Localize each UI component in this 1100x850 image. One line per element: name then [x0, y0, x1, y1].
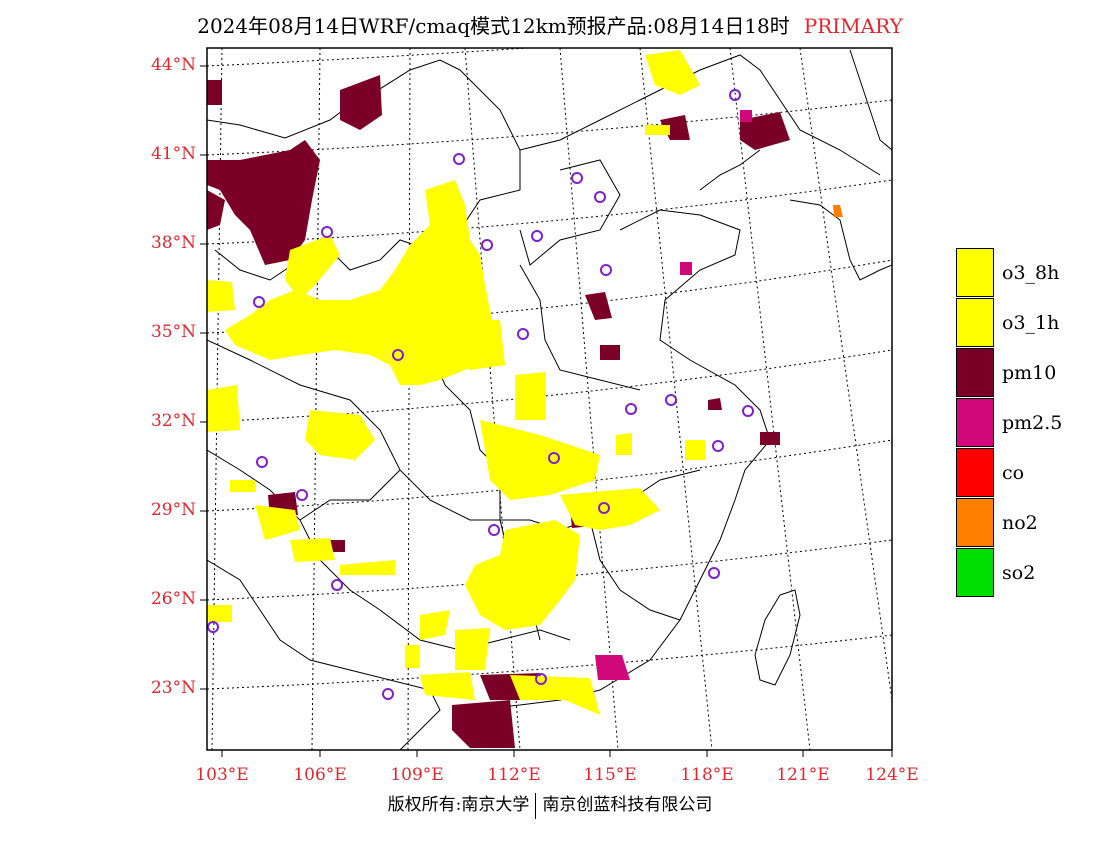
legend-swatch-pm10	[956, 348, 994, 397]
legend-item-o3-1h: o3_1h	[956, 298, 1086, 348]
footer-right: 南京创蓝科技有限公司	[542, 795, 713, 815]
lon-label-112e: 112°E	[487, 765, 541, 785]
legend-swatch-o3-1h	[956, 298, 994, 347]
legend-label-pm25: pm2.5	[1002, 412, 1063, 434]
lon-label-118e: 118°E	[680, 765, 734, 785]
lat-label-32n: 32°N	[150, 411, 196, 431]
legend-label-co: co	[1002, 462, 1025, 484]
footer-left: 版权所有:南京大学	[387, 795, 530, 815]
legend-swatch-o3-8h	[956, 248, 994, 297]
map-title: 2024年08月14日WRF/cmaq模式12km预报产品:08月14日18时 P…	[0, 10, 1100, 39]
lat-label-26n: 26°N	[150, 589, 196, 609]
legend-label-pm10: pm10	[1002, 362, 1057, 384]
station-markers	[207, 89, 754, 700]
legend-item-no2: no2	[956, 498, 1086, 548]
legend-swatch-so2	[956, 548, 994, 597]
legend-swatch-co	[956, 448, 994, 497]
o3-regions	[207, 50, 705, 715]
lat-label-41n: 41°N	[150, 144, 196, 164]
footer-credit: 版权所有:南京大学 南京创蓝科技有限公司	[0, 790, 1100, 819]
lon-label-124e: 124°E	[865, 765, 919, 785]
lon-label-103e: 103°E	[195, 765, 249, 785]
legend-item-pm25: pm2.5	[956, 398, 1086, 448]
footer-divider	[535, 792, 537, 819]
graticule	[207, 48, 892, 750]
map-frame	[206, 47, 893, 751]
legend-item-o3-8h: o3_8h	[956, 248, 1086, 298]
legend-label-no2: no2	[1002, 512, 1038, 534]
lat-label-29n: 29°N	[150, 500, 196, 520]
legend-item-so2: so2	[956, 548, 1086, 598]
legend-swatch-no2	[956, 498, 994, 547]
no2-regions	[833, 205, 843, 217]
title-tag: PRIMARY	[803, 14, 903, 38]
title-main: 2024年08月14日WRF/cmaq模式12km预报产品:08月14日18时	[197, 14, 790, 38]
legend-item-pm10: pm10	[956, 348, 1086, 398]
pm25-regions	[595, 110, 752, 680]
legend-label-o3-8h: o3_8h	[1002, 262, 1060, 284]
lat-label-44n: 44°N	[150, 55, 196, 75]
legend-swatch-pm25	[956, 398, 994, 447]
lat-label-23n: 23°N	[150, 678, 196, 698]
lon-label-106e: 106°E	[293, 765, 347, 785]
lon-label-109e: 109°E	[390, 765, 444, 785]
legend-label-so2: so2	[1002, 562, 1036, 584]
legend-label-o3-1h: o3_1h	[1002, 312, 1060, 334]
axis-ticks	[200, 65, 893, 757]
lon-label-121e: 121°E	[776, 765, 830, 785]
lon-label-115e: 115°E	[583, 765, 637, 785]
lat-label-38n: 38°N	[150, 233, 196, 253]
lat-label-35n: 35°N	[150, 322, 196, 342]
legend-item-co: co	[956, 448, 1086, 498]
